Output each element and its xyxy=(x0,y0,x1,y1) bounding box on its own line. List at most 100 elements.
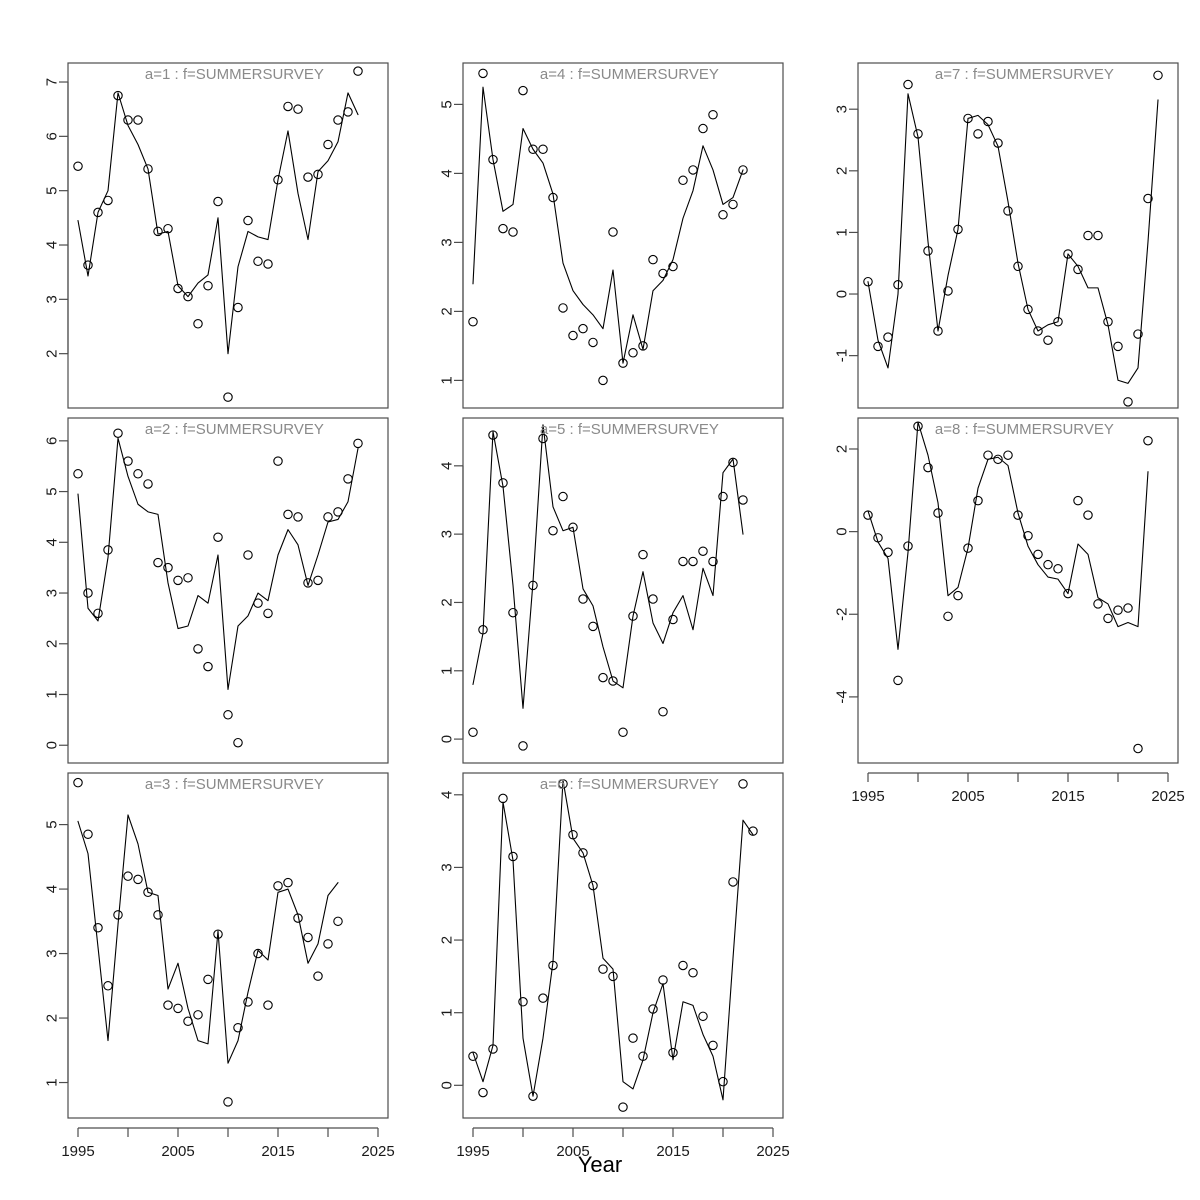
fitted-line xyxy=(867,93,1159,384)
observation-point xyxy=(618,1102,628,1112)
observation-point xyxy=(538,993,548,1003)
panel-plot: 1 2 3 4 5 a=4 : f=SUMMERSURVEY xyxy=(439,62,784,409)
x-tick-label: 2025 xyxy=(361,1143,394,1160)
observation-point xyxy=(963,543,973,553)
observation-point xyxy=(698,1011,708,1022)
observation-point xyxy=(73,469,83,479)
observation-point xyxy=(638,549,648,560)
observation-point xyxy=(183,291,193,302)
observation-point xyxy=(233,302,243,313)
observation-point xyxy=(688,556,698,567)
observation-point xyxy=(223,1097,233,1107)
observation-point xyxy=(83,588,93,598)
observation-point xyxy=(1133,329,1143,339)
observation-point xyxy=(83,260,93,270)
observation-point xyxy=(728,877,738,887)
observation-point xyxy=(598,375,608,386)
y-tick-label: 5 xyxy=(44,487,61,495)
plot-frame xyxy=(462,417,784,764)
y-tick-label: 2 xyxy=(834,167,851,175)
panel-a2: 0 1 2 3 4 5 6 a=2 : f=SUMMERSURVEY xyxy=(0,400,408,825)
panel-a8: -4 -2 0 2 1995 2005 2015 2025 a=8 : f=SUMMERSURV… xyxy=(790,400,1198,825)
observation-point xyxy=(223,392,233,402)
panel-plot: 2 3 4 5 6 7 a=1 : f=SUMMERSURVEY xyxy=(44,62,389,409)
observation-point xyxy=(323,512,333,522)
observation-point xyxy=(1003,450,1013,460)
observation-point xyxy=(1153,70,1163,81)
plot-frame xyxy=(67,417,389,764)
observation-point xyxy=(983,450,993,460)
y-tick-label: -2 xyxy=(834,608,851,621)
observation-point xyxy=(688,165,698,175)
panel-a6: 0 1 2 3 4 1995 2005 2015 2025 a=6 : f=SUMMERSURVE… xyxy=(395,755,803,1180)
observation-point xyxy=(1063,249,1073,259)
observation-point xyxy=(668,1047,678,1058)
observation-point xyxy=(718,210,728,220)
observation-point xyxy=(688,967,698,978)
observation-point xyxy=(273,175,283,185)
observation-point xyxy=(558,303,568,313)
y-tick-label: 1 xyxy=(44,1078,61,1086)
observation-point xyxy=(243,550,253,560)
observation-point xyxy=(193,1010,203,1020)
observation-point xyxy=(153,557,163,568)
panel-title: a=2 : f=SUMMERSURVEY xyxy=(145,421,324,438)
y-tick-label: 0 xyxy=(44,741,61,749)
observation-point xyxy=(313,575,323,586)
observation-point xyxy=(708,110,718,120)
observation-point xyxy=(243,997,253,1007)
observation-point xyxy=(203,974,213,985)
panel-a7: -1 0 1 2 3 a=7 : f=SUMMERSURVEY xyxy=(790,45,1198,470)
observation-point xyxy=(93,923,103,933)
observation-point xyxy=(738,779,748,789)
x-tick-label: 1995 xyxy=(456,1143,489,1160)
observation-point xyxy=(618,727,628,738)
observation-point xyxy=(668,261,678,272)
x-tick-label: 2015 xyxy=(261,1143,294,1160)
observation-point xyxy=(498,793,508,804)
observation-point xyxy=(303,932,313,943)
y-tick-label: 4 xyxy=(439,169,456,177)
y-tick-label: 5 xyxy=(44,187,61,195)
y-tick-label: 0 xyxy=(439,735,456,743)
y-tick-label: 0 xyxy=(834,527,851,535)
observation-point xyxy=(648,254,658,265)
observation-point xyxy=(133,115,143,125)
fitted-line xyxy=(472,424,744,709)
observation-point xyxy=(1043,559,1053,570)
observation-point xyxy=(1033,326,1043,336)
observation-point xyxy=(263,608,273,619)
y-tick-label: 2 xyxy=(44,349,61,357)
observation-point xyxy=(1133,743,1143,754)
observation-point xyxy=(143,479,153,489)
observation-point xyxy=(588,621,598,632)
observation-point xyxy=(1123,397,1133,407)
observation-point xyxy=(648,594,658,604)
observation-point xyxy=(203,661,213,672)
y-tick-label: 1 xyxy=(439,376,456,384)
y-tick-label: 2 xyxy=(439,598,456,606)
observation-point xyxy=(698,123,708,134)
observation-point xyxy=(323,939,333,949)
observation-point xyxy=(708,556,718,567)
y-tick-label: 2 xyxy=(834,445,851,453)
observation-point xyxy=(1123,603,1133,613)
y-tick-label: 4 xyxy=(439,462,456,470)
y-tick-label: 2 xyxy=(439,307,456,315)
observation-point xyxy=(143,887,153,898)
observation-point xyxy=(73,161,83,171)
observation-point xyxy=(943,286,953,296)
observation-point xyxy=(263,1000,273,1010)
x-tick-label: 2015 xyxy=(656,1143,689,1160)
observation-point xyxy=(903,79,913,90)
x-tick-label: 2005 xyxy=(556,1143,589,1160)
y-tick-label: 3 xyxy=(439,238,456,246)
observation-point xyxy=(1143,193,1153,204)
observation-point xyxy=(863,276,873,287)
y-tick-label: 3 xyxy=(44,295,61,303)
observation-point xyxy=(933,508,943,518)
observation-point xyxy=(993,454,1003,465)
observation-point xyxy=(923,246,933,256)
y-tick-label: 1 xyxy=(834,228,851,236)
